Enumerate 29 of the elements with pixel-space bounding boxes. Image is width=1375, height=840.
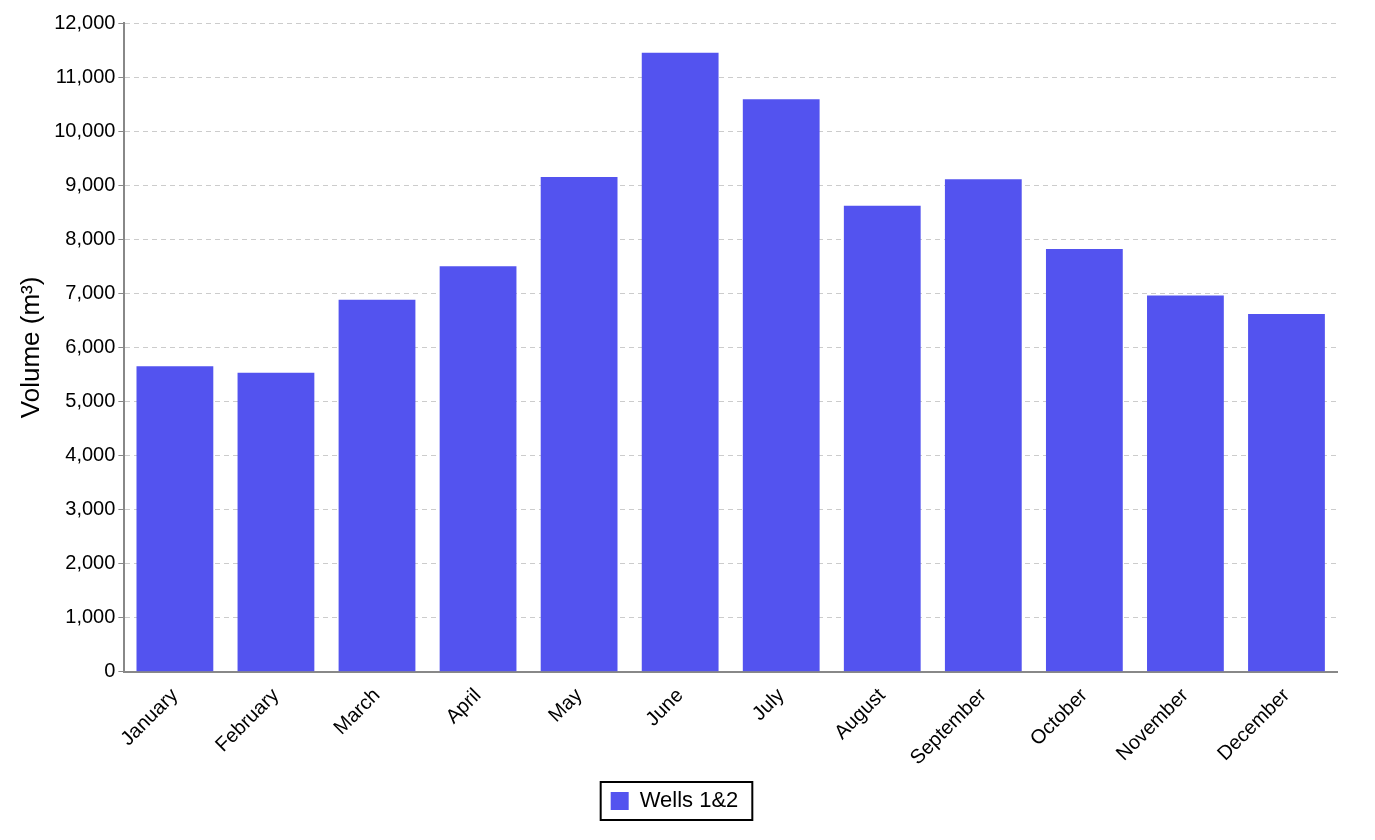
y-tick-label: 6,000 bbox=[65, 334, 116, 357]
bar bbox=[439, 266, 517, 672]
y-tick-label: 2,000 bbox=[65, 551, 116, 574]
legend-label: Wells 1&2 bbox=[639, 787, 739, 813]
y-tick-label: 11,000 bbox=[55, 64, 116, 87]
y-axis-title: Volume (m³) bbox=[14, 276, 45, 419]
x-tick-label: July bbox=[747, 683, 788, 725]
bar bbox=[1045, 249, 1123, 672]
bar bbox=[237, 372, 315, 672]
bar bbox=[944, 179, 1022, 672]
y-tick-label: 10,000 bbox=[54, 118, 116, 141]
y-tick-label: 3,000 bbox=[65, 497, 116, 520]
y-tick-label: 8,000 bbox=[65, 226, 116, 249]
bar bbox=[136, 366, 214, 672]
y-tick-label: 0 bbox=[104, 659, 116, 682]
bar bbox=[540, 177, 618, 672]
y-tick-label: 7,000 bbox=[65, 280, 116, 303]
y-tick-label: 5,000 bbox=[65, 389, 116, 412]
y-tick-label: 4,000 bbox=[65, 443, 116, 466]
y-tick-label: 12,000 bbox=[54, 10, 116, 33]
y-tick-label: 9,000 bbox=[65, 172, 116, 195]
bar bbox=[1248, 313, 1325, 672]
x-tick-label: May bbox=[543, 683, 586, 726]
bar bbox=[742, 99, 820, 672]
bar bbox=[1147, 295, 1224, 672]
bar bbox=[843, 205, 921, 672]
bar bbox=[641, 52, 719, 672]
y-tick-label: 1,000 bbox=[65, 605, 116, 628]
bar bbox=[338, 299, 416, 672]
